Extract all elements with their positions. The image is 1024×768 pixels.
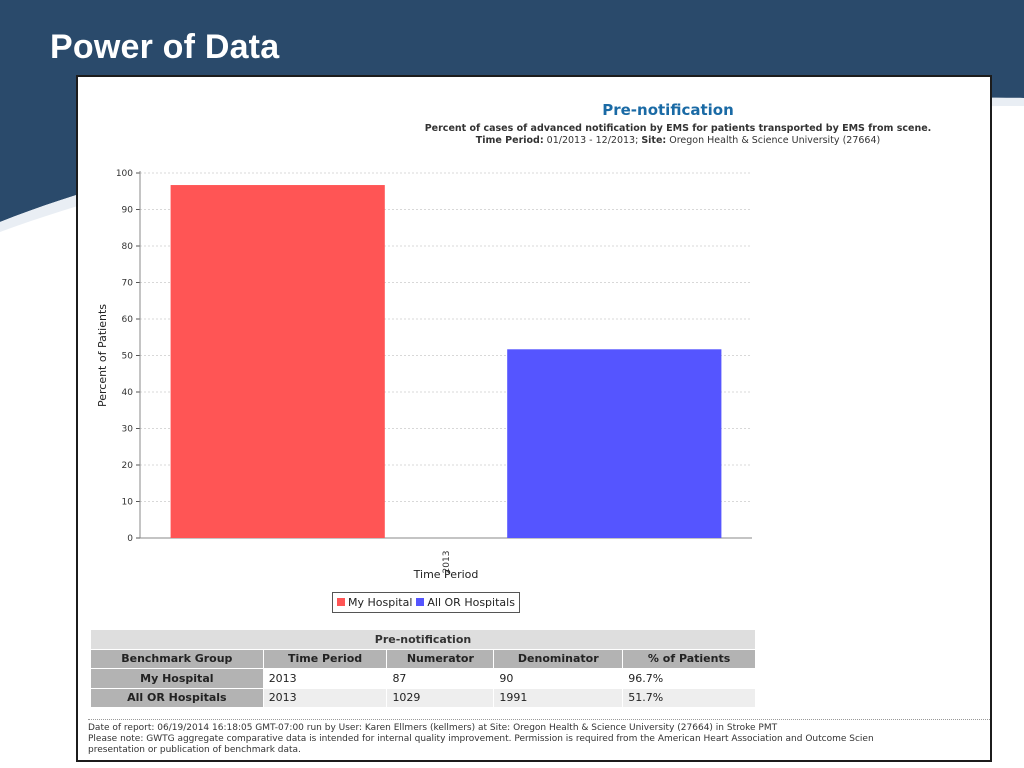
footer-report-info: Date of report: 06/19/2014 16:18:05 GMT-…	[88, 723, 778, 733]
y-tick-label: 20	[122, 461, 134, 471]
table-header-percent: % of Patients	[622, 648, 756, 669]
table-header-time-period: Time Period	[262, 648, 388, 669]
y-tick-label: 50	[122, 352, 134, 362]
y-tick-label: 80	[122, 242, 134, 252]
footer-disclaimer: Please note: GWTG aggregate comparative …	[88, 734, 874, 744]
report-footer: Date of report: 06/19/2014 16:18:05 GMT-…	[88, 719, 990, 756]
legend-item: All OR Hospitals	[416, 596, 515, 609]
table-cell-time-period: 2013	[262, 668, 388, 689]
y-tick-label: 90	[122, 206, 134, 216]
legend-swatch	[337, 598, 345, 606]
y-tick-label: 30	[122, 425, 134, 435]
time-period-value: 01/2013 - 12/2013;	[546, 135, 639, 146]
time-period-label: Time Period:	[475, 135, 544, 146]
report-panel: Pre-notification Percent of cases of adv…	[76, 75, 992, 762]
x-tick-label: 2013	[442, 551, 452, 574]
table-cell-group: All OR Hospitals	[90, 687, 264, 708]
x-axis-label: Time Period	[413, 568, 479, 581]
table-cell-numerator: 87	[386, 668, 495, 689]
site-value: Oregon Health & Science University (2766…	[669, 135, 881, 146]
table-cell-numerator: 1029	[386, 687, 495, 708]
legend-swatch	[416, 598, 425, 606]
table-header-benchmark-group: Benchmark Group	[90, 648, 264, 669]
chart-subtitle: Percent of cases of advanced notificatio…	[388, 123, 968, 147]
y-axis-label: Percent of Patients	[96, 304, 109, 407]
table-caption: Pre-notification	[90, 629, 756, 650]
table-cell-percent: 96.7%	[622, 668, 756, 689]
y-tick-label: 100	[116, 169, 133, 179]
y-tick-label: 60	[122, 315, 134, 325]
table-cell-percent: 51.7%	[622, 687, 756, 708]
chart-title: Pre-notification	[602, 101, 734, 119]
y-tick-label: 70	[122, 279, 134, 289]
y-tick-label: 40	[122, 388, 134, 398]
chart-subtitle-text: Percent of cases of advanced notificatio…	[424, 123, 932, 134]
footer-disclaimer-cont: presentation or publication of benchmark…	[88, 745, 301, 755]
legend-item: My Hospital	[337, 596, 412, 609]
table-header-numerator: Numerator	[386, 648, 495, 669]
legend-label: All OR Hospitals	[427, 596, 515, 609]
table-cell-time-period: 2013	[262, 687, 388, 708]
site-label: Site:	[641, 135, 667, 146]
y-tick-label: 0	[127, 534, 133, 544]
table-cell-denominator: 1991	[493, 687, 624, 708]
data-table: Pre-notification Benchmark Group Time Pe…	[90, 629, 756, 708]
legend-label: My Hospital	[348, 596, 413, 609]
bar-my-hospital	[170, 185, 385, 539]
table-cell-denominator: 90	[493, 668, 624, 689]
chart-legend: My Hospital All OR Hospitals	[332, 592, 520, 613]
table-row: My Hospital 2013 87 90 96.7%	[90, 668, 756, 689]
table-row: All OR Hospitals 2013 1029 1991 51.7%	[90, 687, 756, 708]
slide-title: Power of Data	[50, 28, 280, 66]
y-tick-label: 10	[122, 498, 134, 508]
table-cell-group: My Hospital	[90, 668, 264, 689]
table-header-denominator: Denominator	[493, 648, 624, 669]
bar-all-or-hospitals	[507, 349, 722, 538]
